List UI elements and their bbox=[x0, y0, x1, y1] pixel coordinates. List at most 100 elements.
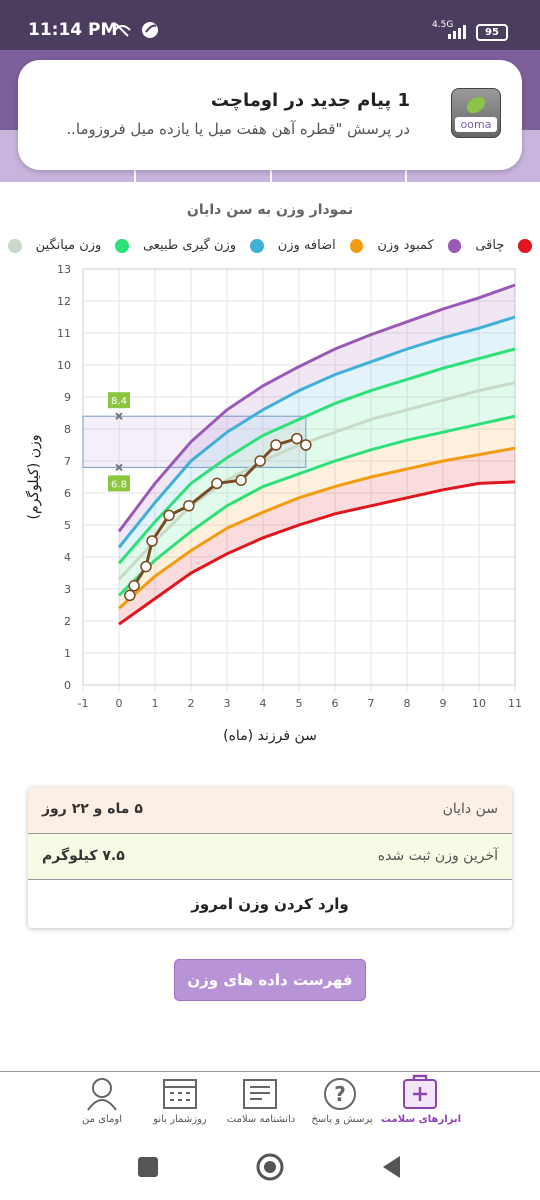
weight-point bbox=[146, 535, 158, 547]
y-tick-label: 3 bbox=[64, 583, 71, 596]
y-tick-label: 1 bbox=[64, 647, 71, 660]
curve bbox=[118, 446, 516, 610]
legend: چاقی کمبود وزن اضافه وزن وزن گیری طبیعی وزن … bbox=[0, 238, 540, 253]
info-row: سن دایان ۵ ماه و ۲۲ روز bbox=[28, 787, 512, 834]
x-tick-label: 2 bbox=[188, 697, 195, 710]
x-tick-label: 4 bbox=[260, 697, 267, 710]
home-button[interactable] bbox=[256, 1153, 284, 1181]
list-button[interactable]: فهرست داده های وزن دایان bbox=[174, 959, 366, 1029]
legend-dot bbox=[115, 238, 129, 253]
legend-label: اضافه وزن bbox=[277, 238, 336, 253]
y-tick-label: 0 bbox=[64, 679, 71, 692]
legend-label: کمبود وزن bbox=[377, 238, 434, 253]
clock: 11:14 PM bbox=[28, 20, 118, 40]
x-tick-label: 7 bbox=[368, 697, 375, 710]
band-fill bbox=[119, 349, 515, 596]
legend-label: وزن میانگین bbox=[35, 238, 102, 253]
weight-point bbox=[124, 589, 136, 602]
x-tick-label: 9 bbox=[440, 697, 447, 710]
weight-point bbox=[235, 474, 247, 486]
weight-point bbox=[128, 580, 140, 592]
nav-label[interactable]: پرسش و پاسخ bbox=[311, 1114, 373, 1125]
nav-icons: ? bbox=[87, 1074, 437, 1111]
y-tick-label: 6 bbox=[64, 487, 71, 500]
y-tick-label: 13 bbox=[57, 263, 71, 276]
band-fill bbox=[119, 416, 515, 609]
range-marker bbox=[115, 463, 123, 472]
info-label: آخرین وزن ثبت شده bbox=[377, 848, 498, 864]
legend-dot bbox=[349, 238, 364, 253]
y-tick-label: 11 bbox=[57, 327, 71, 340]
range-label-bg bbox=[108, 475, 130, 492]
tab-divider bbox=[270, 170, 272, 182]
nav-label[interactable]: ابزارهای سلامت bbox=[380, 1114, 462, 1125]
status-icons bbox=[114, 22, 158, 38]
x-tick-label: -1 bbox=[78, 697, 89, 710]
bottom-nav: ? ابزارهای سلامت پرسش و پاسخ دانشنامه سلام… bbox=[0, 1071, 540, 1142]
x-tick-label: 6 bbox=[332, 697, 339, 710]
x-tick-label: 10 bbox=[472, 697, 486, 710]
x-tick-label: 8 bbox=[404, 697, 411, 710]
legend-dot bbox=[8, 238, 22, 253]
y-tick-label: 8 bbox=[64, 423, 71, 436]
range-marker bbox=[115, 412, 123, 420]
y-tick-label: 12 bbox=[57, 295, 71, 308]
legend-dot bbox=[518, 238, 532, 253]
x-tick-label: 1 bbox=[152, 697, 159, 710]
info-value: ۵ ماه و ۲۲ روز bbox=[42, 801, 143, 817]
y-tick-label: 5 bbox=[64, 519, 71, 532]
weight-point bbox=[183, 500, 195, 512]
back-button[interactable] bbox=[383, 1156, 400, 1178]
x-tick-label: 11 bbox=[508, 697, 522, 710]
legend-label: وزن گیری طبیعی bbox=[142, 238, 237, 253]
app-icon: ooma bbox=[451, 88, 501, 138]
svg-text:?: ? bbox=[334, 1082, 346, 1106]
curve bbox=[118, 480, 516, 626]
band-fill bbox=[119, 448, 515, 625]
y-axis-label: وزن (کیلوگرم) bbox=[25, 435, 42, 520]
info-label: سن دایان bbox=[442, 801, 498, 817]
recents-button[interactable] bbox=[138, 1157, 158, 1177]
y-tick-label: 4 bbox=[64, 551, 71, 564]
y-tick-label: 7 bbox=[64, 455, 71, 468]
weight-point bbox=[270, 439, 282, 451]
nav-label[interactable]: روزشمار بانو bbox=[153, 1114, 207, 1125]
y-tick-label: 2 bbox=[64, 615, 71, 628]
chart: نمودار وزن به سن دایان سن فرزند (ماه) وز… bbox=[25, 202, 522, 744]
curve bbox=[117, 315, 516, 549]
legend-dot bbox=[447, 238, 462, 253]
band-fill bbox=[119, 285, 515, 548]
tab-divider bbox=[134, 170, 136, 182]
battery: 95 bbox=[476, 24, 508, 41]
enter-weight-button[interactable]: وارد کردن وزن امروز bbox=[28, 880, 512, 928]
y-tick-label: 9 bbox=[64, 391, 71, 404]
weight-point bbox=[211, 477, 223, 490]
notification-body: در پرسش "قطره آهن هفت میل یا یازده میل ف… bbox=[66, 120, 410, 138]
curve bbox=[117, 414, 516, 597]
range-label-bg bbox=[108, 392, 130, 409]
plot-border bbox=[82, 268, 516, 686]
weight-point bbox=[300, 439, 312, 451]
network: 4.5G bbox=[432, 20, 454, 30]
x-axis-label: سن فرزند (ماه) bbox=[223, 728, 317, 744]
leaf bbox=[466, 96, 486, 114]
nav-label[interactable]: اومای من bbox=[82, 1114, 122, 1125]
info-value: ۷.۵ کیلوگرم bbox=[42, 848, 125, 864]
curve bbox=[117, 381, 516, 581]
range-label: 8.4 bbox=[111, 396, 127, 407]
range-label: 6.8 bbox=[111, 479, 127, 490]
notification-title: 1 پیام جدید در اوماچت bbox=[210, 90, 410, 111]
x-tick-label: 5 bbox=[296, 697, 303, 710]
chart-title: نمودار وزن به سن دایان bbox=[187, 202, 353, 218]
notification[interactable]: 1 پیام جدید در اوماچت در پرسش "قطره آهن … bbox=[18, 60, 522, 170]
weight-point bbox=[291, 432, 303, 445]
curve bbox=[117, 347, 516, 565]
band-fill bbox=[119, 317, 515, 564]
weight-point bbox=[140, 560, 152, 573]
x-tick-label: 0 bbox=[116, 697, 123, 710]
nav-label[interactable]: دانشنامه سلامت bbox=[226, 1114, 296, 1125]
weight-point bbox=[254, 455, 266, 467]
info-row: آخرین وزن ثبت شده ۷.۵ کیلوگرم bbox=[28, 834, 512, 880]
x-tick-label: 3 bbox=[224, 697, 231, 710]
